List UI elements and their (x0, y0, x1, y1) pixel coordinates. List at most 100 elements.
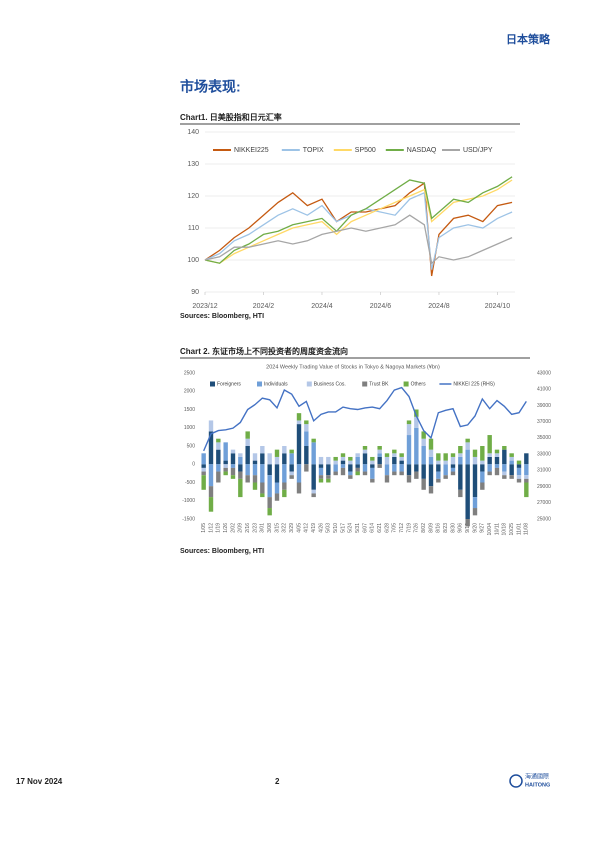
bar-segment (494, 456, 500, 465)
bar-segment (509, 475, 514, 479)
chart1-title: Chart1. 日美股指和日元汇率 (180, 112, 282, 122)
bar-segment (304, 424, 309, 432)
x-tick-label: 11/01 (516, 523, 522, 535)
x-tick-label: 10/18 (502, 523, 508, 536)
bar-segment (392, 449, 397, 454)
bar-segment (370, 456, 375, 461)
bar-segment (245, 446, 250, 465)
bar-segment (414, 416, 419, 428)
x-tick-label: 5/24 (348, 523, 354, 533)
bar-segment (260, 493, 265, 498)
bar-segment (238, 453, 243, 457)
bar-segment (421, 478, 426, 490)
x-tick-label: 6/07 (362, 523, 368, 533)
x-tick-label: 10/04 (487, 523, 493, 536)
series-line (204, 214, 513, 265)
y2-tick-label: 27000 (537, 500, 551, 506)
bar-segment (480, 460, 485, 465)
bar-segment (355, 453, 360, 457)
legend-swatch (210, 381, 215, 387)
bar-segment (370, 467, 375, 479)
bar-segment (318, 475, 324, 479)
bar-segment (355, 464, 360, 468)
bar-segment (480, 482, 485, 490)
y2-tick-label: 43000 (537, 370, 551, 376)
bar-segment (252, 482, 258, 490)
bar-segment (472, 449, 478, 457)
bar-segment (230, 449, 236, 454)
bar-segment (289, 471, 294, 476)
bar-segment (516, 467, 522, 476)
x-tick-label: 2024/10 (485, 303, 510, 310)
bar-segment (274, 464, 280, 483)
bar-segment (399, 464, 404, 472)
bar-segment (348, 464, 353, 472)
bar-segment (340, 467, 346, 476)
bar-segment (340, 460, 346, 465)
x-tick-label: 2024/2 (253, 303, 275, 310)
bar-segment (516, 475, 522, 479)
bar-segment (274, 456, 280, 465)
bar-segment (509, 464, 514, 476)
bar-segment (245, 475, 250, 483)
bar-segment (450, 456, 456, 465)
legend-label: NIKKEI225 (234, 147, 269, 154)
bar-segment (399, 460, 404, 465)
bar-segment (333, 464, 338, 472)
bar-segment (201, 453, 206, 465)
bar-segment (260, 453, 265, 465)
bar-segment (421, 464, 426, 479)
bar-segment (260, 464, 265, 483)
bar-segment (384, 453, 390, 457)
bar-segment (238, 456, 243, 465)
bar-segment (458, 453, 463, 457)
bar-segment (260, 482, 265, 494)
bar-segment (289, 464, 294, 472)
bar-segment (458, 446, 463, 454)
bar-segment (311, 489, 316, 494)
bar-segment (392, 453, 397, 457)
bar-segment (450, 467, 456, 472)
bar-segment (480, 464, 485, 472)
legend-label: Business Cos. (314, 381, 346, 387)
bar-segment (311, 442, 316, 465)
bar-segment (516, 460, 522, 465)
legend-swatch (306, 381, 312, 387)
bar-segment (230, 453, 236, 465)
bar-segment (208, 464, 214, 487)
bar-segment (238, 478, 243, 498)
legend-swatch (257, 381, 262, 387)
header-section: 日本策略 (506, 32, 551, 46)
bar-segment (399, 471, 404, 476)
y-tick-label: 1500 (184, 407, 195, 413)
bar-segment (443, 453, 448, 461)
x-tick-label: 9/06 (458, 523, 464, 533)
bar-segment (450, 453, 456, 457)
legend-label: Trust BK (369, 381, 389, 387)
bar-segment (502, 464, 507, 472)
bar-segment (304, 420, 309, 425)
bar-segment (289, 449, 294, 454)
series-line (203, 386, 527, 452)
bar-segment (252, 460, 258, 465)
bar-segment (494, 449, 500, 454)
bar-segment (208, 420, 214, 432)
bar-segment (223, 442, 228, 461)
x-tick-label: 2024/8 (428, 303, 450, 310)
bar-segment (399, 453, 404, 457)
bar-segment (282, 464, 287, 483)
bar-segment (252, 464, 258, 476)
x-tick-label: 7/12 (399, 523, 405, 533)
bar-segment (421, 438, 426, 446)
bar-segment (238, 471, 243, 479)
bar-segment (421, 431, 426, 439)
bar-segment (208, 486, 214, 498)
chart2-source: Sources: Bloomberg, HTI (180, 548, 264, 555)
x-tick-label: 7/26 (414, 523, 420, 533)
bar-segment (311, 438, 316, 443)
logo-text: 海通國際 (525, 773, 549, 781)
bar-segment (428, 456, 434, 465)
bar-segment (289, 475, 294, 479)
bar-segment (274, 493, 280, 501)
